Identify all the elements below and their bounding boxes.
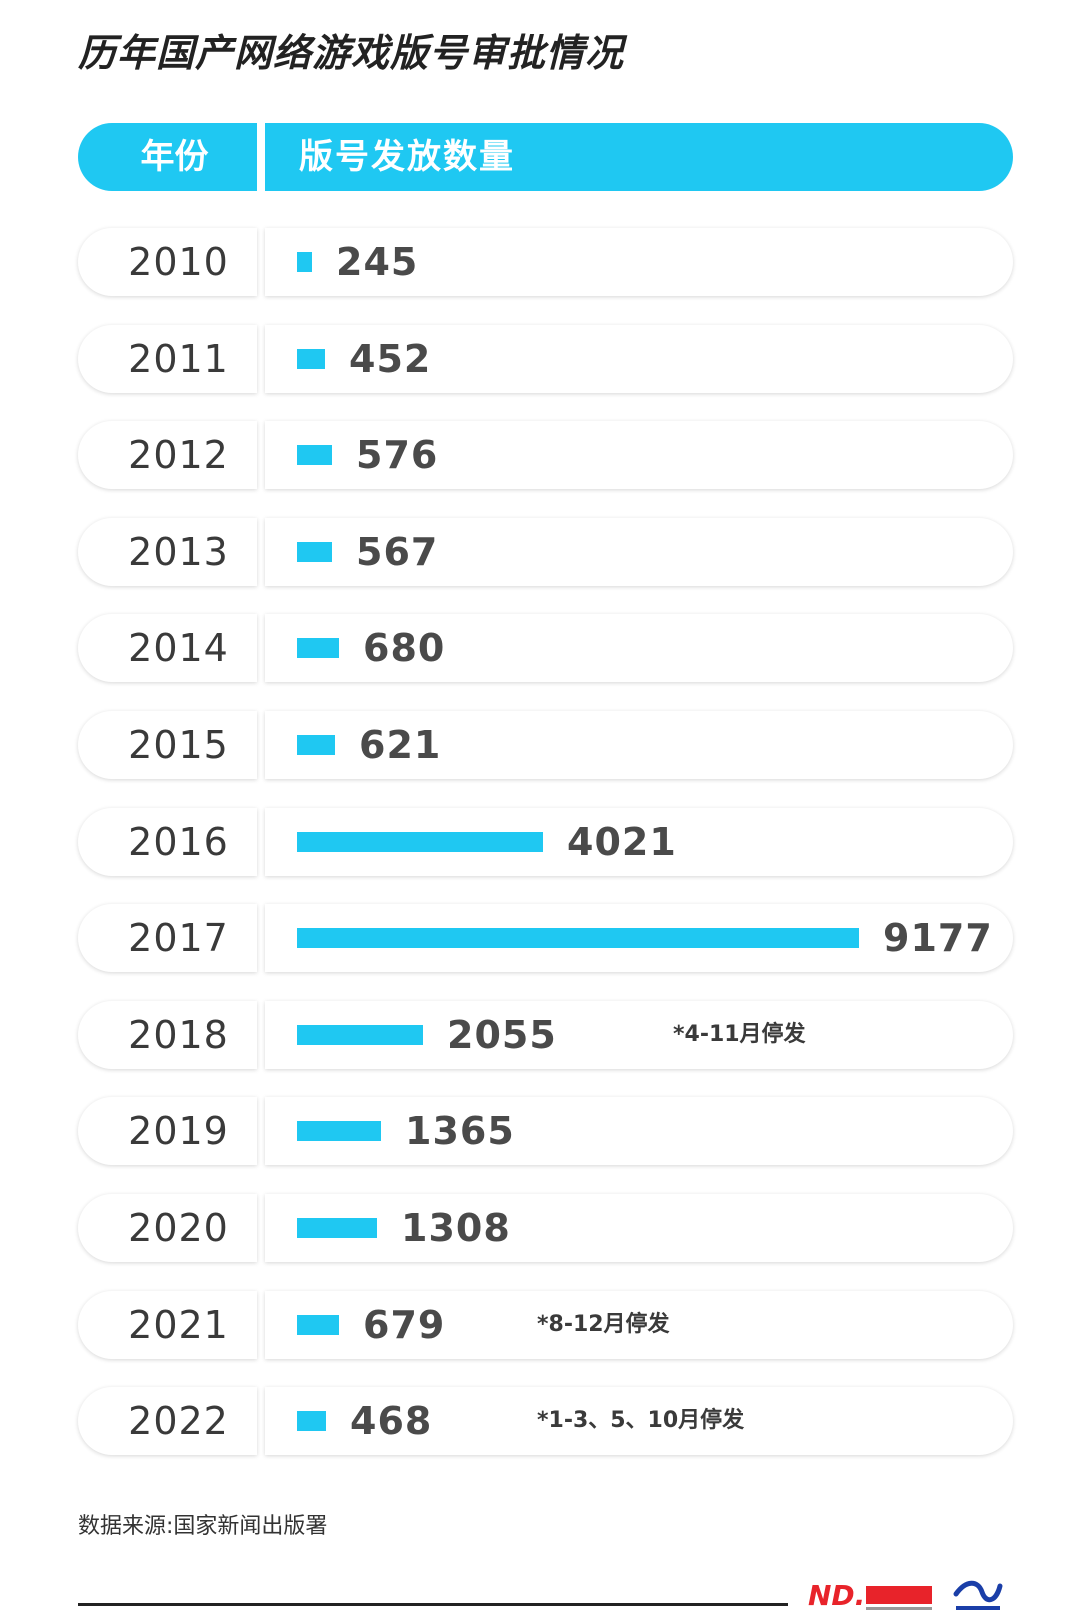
bar bbox=[297, 735, 335, 755]
bar bbox=[297, 832, 543, 852]
bar bbox=[297, 252, 312, 272]
value-cell: 680 bbox=[265, 614, 1013, 682]
table-row: 2020 1308 bbox=[78, 1194, 1013, 1262]
value-cell: 2055 *4-11月停发 bbox=[265, 1001, 1013, 1069]
table-row: 2017 9177 bbox=[78, 904, 1013, 972]
bar-value-label: 4021 bbox=[567, 820, 677, 864]
value-cell: 679 *8-12月停发 bbox=[265, 1291, 1013, 1359]
bar-value-label: 576 bbox=[356, 433, 439, 477]
value-cell: 4021 bbox=[265, 808, 1013, 876]
count-column-header: 版号发放数量 bbox=[265, 123, 1013, 191]
year-label: 2022 bbox=[78, 1387, 257, 1455]
value-cell: 468 *1-3、5、10月停发 bbox=[265, 1387, 1013, 1455]
value-cell: 567 bbox=[265, 518, 1013, 586]
value-cell: 621 bbox=[265, 711, 1013, 779]
bar-value-label: 9177 bbox=[883, 916, 993, 960]
bar-value-label: 567 bbox=[356, 530, 439, 574]
bar bbox=[297, 1025, 423, 1045]
chart-title: 历年国产网络游戏版号审批情况 bbox=[78, 31, 625, 75]
nd-subline bbox=[866, 1607, 932, 1610]
year-label: 2021 bbox=[78, 1291, 257, 1359]
year-label: 2017 bbox=[78, 904, 257, 972]
table-row: 2013 567 bbox=[78, 518, 1013, 586]
bar bbox=[297, 638, 339, 658]
bar bbox=[297, 349, 325, 369]
bar-value-label: 452 bbox=[349, 337, 432, 381]
table-row: 2011 452 bbox=[78, 325, 1013, 393]
value-cell: 9177 bbox=[265, 904, 1013, 972]
bar-value-label: 2055 bbox=[447, 1013, 557, 1057]
bar-value-label: 1308 bbox=[401, 1206, 511, 1250]
value-cell: 1365 bbox=[265, 1097, 1013, 1165]
nd-red-box bbox=[866, 1586, 932, 1604]
year-label: 2014 bbox=[78, 614, 257, 682]
bar-value-label: 680 bbox=[363, 626, 446, 670]
bar bbox=[297, 1121, 381, 1141]
table-header: 年份 版号发放数量 bbox=[78, 123, 1013, 191]
bar bbox=[297, 445, 332, 465]
table-row: 2015 621 bbox=[78, 711, 1013, 779]
value-cell: 245 bbox=[265, 228, 1013, 296]
bar-annotation: *4-11月停发 bbox=[673, 1022, 806, 1047]
bar-annotation: *1-3、5、10月停发 bbox=[537, 1408, 745, 1433]
table-row: 2012 576 bbox=[78, 421, 1013, 489]
year-label: 2020 bbox=[78, 1194, 257, 1262]
bar bbox=[297, 1218, 377, 1238]
bar bbox=[297, 928, 859, 948]
data-source: 数据来源:国家新闻出版署 bbox=[78, 1514, 328, 1539]
year-label: 2018 bbox=[78, 1001, 257, 1069]
year-label: 2015 bbox=[78, 711, 257, 779]
year-label: 2016 bbox=[78, 808, 257, 876]
value-cell: 576 bbox=[265, 421, 1013, 489]
bar-value-label: 245 bbox=[336, 240, 419, 284]
year-column-header: 年份 bbox=[78, 123, 257, 191]
bar bbox=[297, 542, 332, 562]
year-label: 2010 bbox=[78, 228, 257, 296]
year-label: 2013 bbox=[78, 518, 257, 586]
table-row: 2021 679 *8-12月停发 bbox=[78, 1291, 1013, 1359]
nd-mark-glyph: ND. bbox=[808, 1579, 866, 1612]
bar-value-label: 1365 bbox=[405, 1109, 515, 1153]
bar-value-label: 621 bbox=[359, 723, 442, 767]
nandu-logo-icon: ND. bbox=[808, 1580, 938, 1616]
bar-value-label: 679 bbox=[363, 1303, 446, 1347]
footer-divider bbox=[78, 1603, 788, 1606]
bar-value-label: 468 bbox=[350, 1399, 433, 1443]
year-label: 2012 bbox=[78, 421, 257, 489]
bar-annotation: *8-12月停发 bbox=[537, 1312, 670, 1337]
table-row: 2010 245 bbox=[78, 228, 1013, 296]
table-row: 2019 1365 bbox=[78, 1097, 1013, 1165]
bar bbox=[297, 1315, 339, 1335]
table-row: 2016 4021 bbox=[78, 808, 1013, 876]
data-institute-logo-icon bbox=[953, 1580, 1003, 1610]
table-row: 2022 468 *1-3、5、10月停发 bbox=[78, 1387, 1013, 1455]
table-row: 2014 680 bbox=[78, 614, 1013, 682]
table-row: 2018 2055 *4-11月停发 bbox=[78, 1001, 1013, 1069]
value-cell: 1308 bbox=[265, 1194, 1013, 1262]
bar bbox=[297, 1411, 326, 1431]
value-cell: 452 bbox=[265, 325, 1013, 393]
year-label: 2019 bbox=[78, 1097, 257, 1165]
year-label: 2011 bbox=[78, 325, 257, 393]
